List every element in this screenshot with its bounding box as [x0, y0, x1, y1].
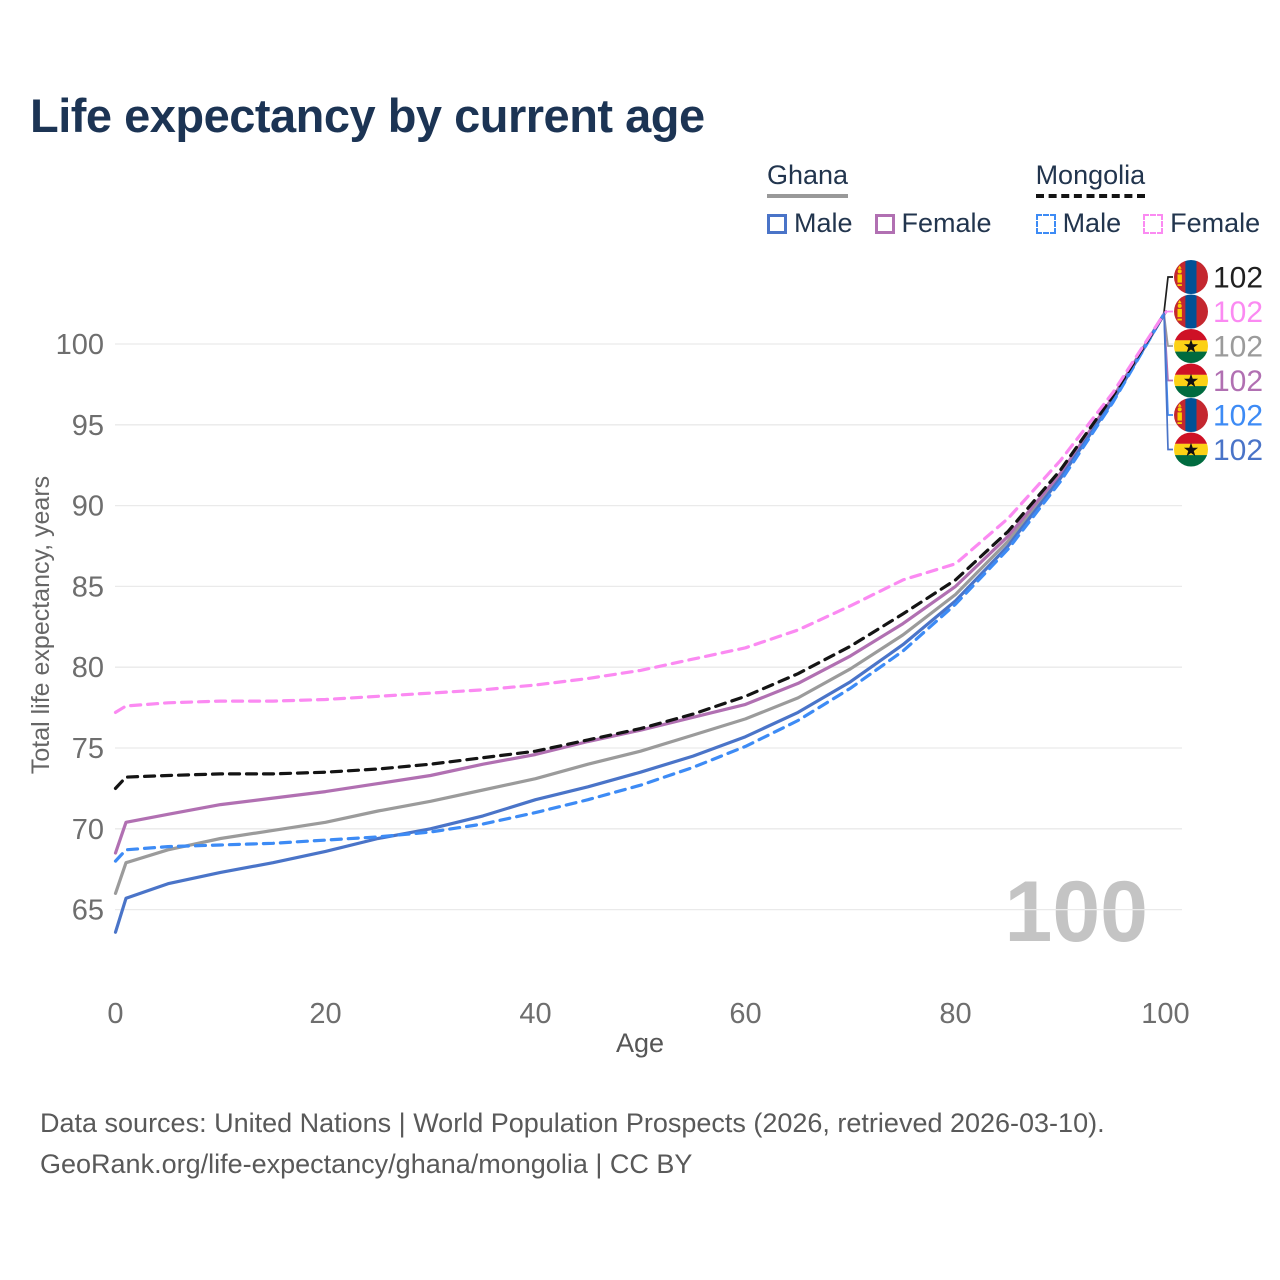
end-label-value-3: 102 — [1213, 365, 1263, 398]
x-axis-title: Age — [616, 1028, 664, 1058]
x-tick-40: 40 — [519, 998, 551, 1030]
legend-item-ghana-female[interactable]: Female — [874, 208, 992, 239]
legend-label-ghana-male: Male — [794, 208, 853, 238]
legend-item-mongolia-male[interactable]: Male — [1035, 208, 1122, 239]
legend-heading-mongolia[interactable]: Mongolia — [1035, 160, 1146, 198]
ghana-flag-icon — [1174, 329, 1208, 363]
mongolia-flag-icon — [1174, 260, 1208, 294]
end-label-value-5: 102 — [1213, 434, 1263, 467]
legend-swatch-ghana-male — [767, 213, 787, 234]
series-line-ghana-male[interactable] — [113, 310, 1168, 934]
x-tick-100: 100 — [1141, 998, 1189, 1030]
series-line-ghana-female[interactable] — [113, 310, 1168, 855]
x-tick-0: 0 — [107, 998, 123, 1030]
end-label-leader-5 — [1163, 312, 1173, 451]
series-line-mongolia-female[interactable] — [113, 310, 1168, 714]
x-tick-60: 60 — [729, 998, 761, 1030]
end-label-leader-1 — [1163, 310, 1173, 314]
legend-item-ghana-male[interactable]: Male — [767, 208, 853, 239]
legend-heading-ghana[interactable]: Ghana — [767, 160, 849, 198]
y-tick-80: 80 — [72, 652, 104, 684]
mongolia-flag-icon — [1174, 398, 1208, 432]
end-label-value-4: 102 — [1213, 400, 1263, 433]
y-tick-95: 95 — [72, 410, 104, 442]
end-label-leader-0 — [1163, 276, 1173, 313]
y-axis-title: Total life expectancy, years — [27, 476, 55, 774]
legend-swatch-ghana-female — [874, 213, 895, 234]
legend-group-mongolia: Mongolia Male Female — [1035, 160, 1260, 239]
end-label-value-2: 102 — [1213, 331, 1263, 364]
end-label-value-1: 102 — [1213, 296, 1263, 329]
data-sources-line: Data sources: United Nations | World Pop… — [40, 1108, 1105, 1138]
legend-swatch-mongolia-female — [1143, 213, 1164, 234]
legend-label-ghana-female: Female — [901, 208, 992, 238]
y-tick-100: 100 — [56, 329, 104, 361]
source-url-line: GeoRank.org/life-expectancy/ghana/mongol… — [40, 1149, 693, 1179]
age-watermark: 100 — [1005, 864, 1149, 960]
y-tick-75: 75 — [72, 733, 104, 765]
legend-group-ghana: Ghana Male Female — [767, 160, 992, 239]
legend-label-mongolia-female: Female — [1170, 208, 1261, 238]
mongolia-flag-icon — [1174, 294, 1208, 329]
y-tick-70: 70 — [72, 814, 104, 846]
gridlines — [115, 343, 1182, 911]
x-tick-80: 80 — [939, 998, 971, 1030]
legend: Ghana Male Female Mongolia Male — [767, 160, 1260, 239]
y-tick-65: 65 — [72, 895, 104, 927]
legend-swatch-mongolia-male — [1035, 213, 1056, 234]
ghana-flag-icon — [1174, 363, 1208, 398]
y-tick-85: 85 — [72, 571, 104, 603]
y-tick-90: 90 — [72, 491, 104, 523]
attribution: Data sources: United Nations | World Pop… — [40, 1103, 1105, 1185]
legend-label-mongolia-male: Male — [1062, 208, 1122, 238]
series-line-ghana-both-sexes[interactable] — [113, 310, 1168, 895]
page-title: Life expectancy by current age — [30, 89, 705, 142]
end-label-value-0: 102 — [1213, 262, 1263, 295]
series-line-mongolia-male[interactable] — [113, 310, 1168, 863]
ghana-flag-icon — [1174, 432, 1208, 467]
series-line-mongolia-both-sexes[interactable] — [113, 310, 1168, 790]
legend-item-mongolia-female[interactable]: Female — [1143, 208, 1260, 239]
x-tick-20: 20 — [309, 998, 341, 1030]
